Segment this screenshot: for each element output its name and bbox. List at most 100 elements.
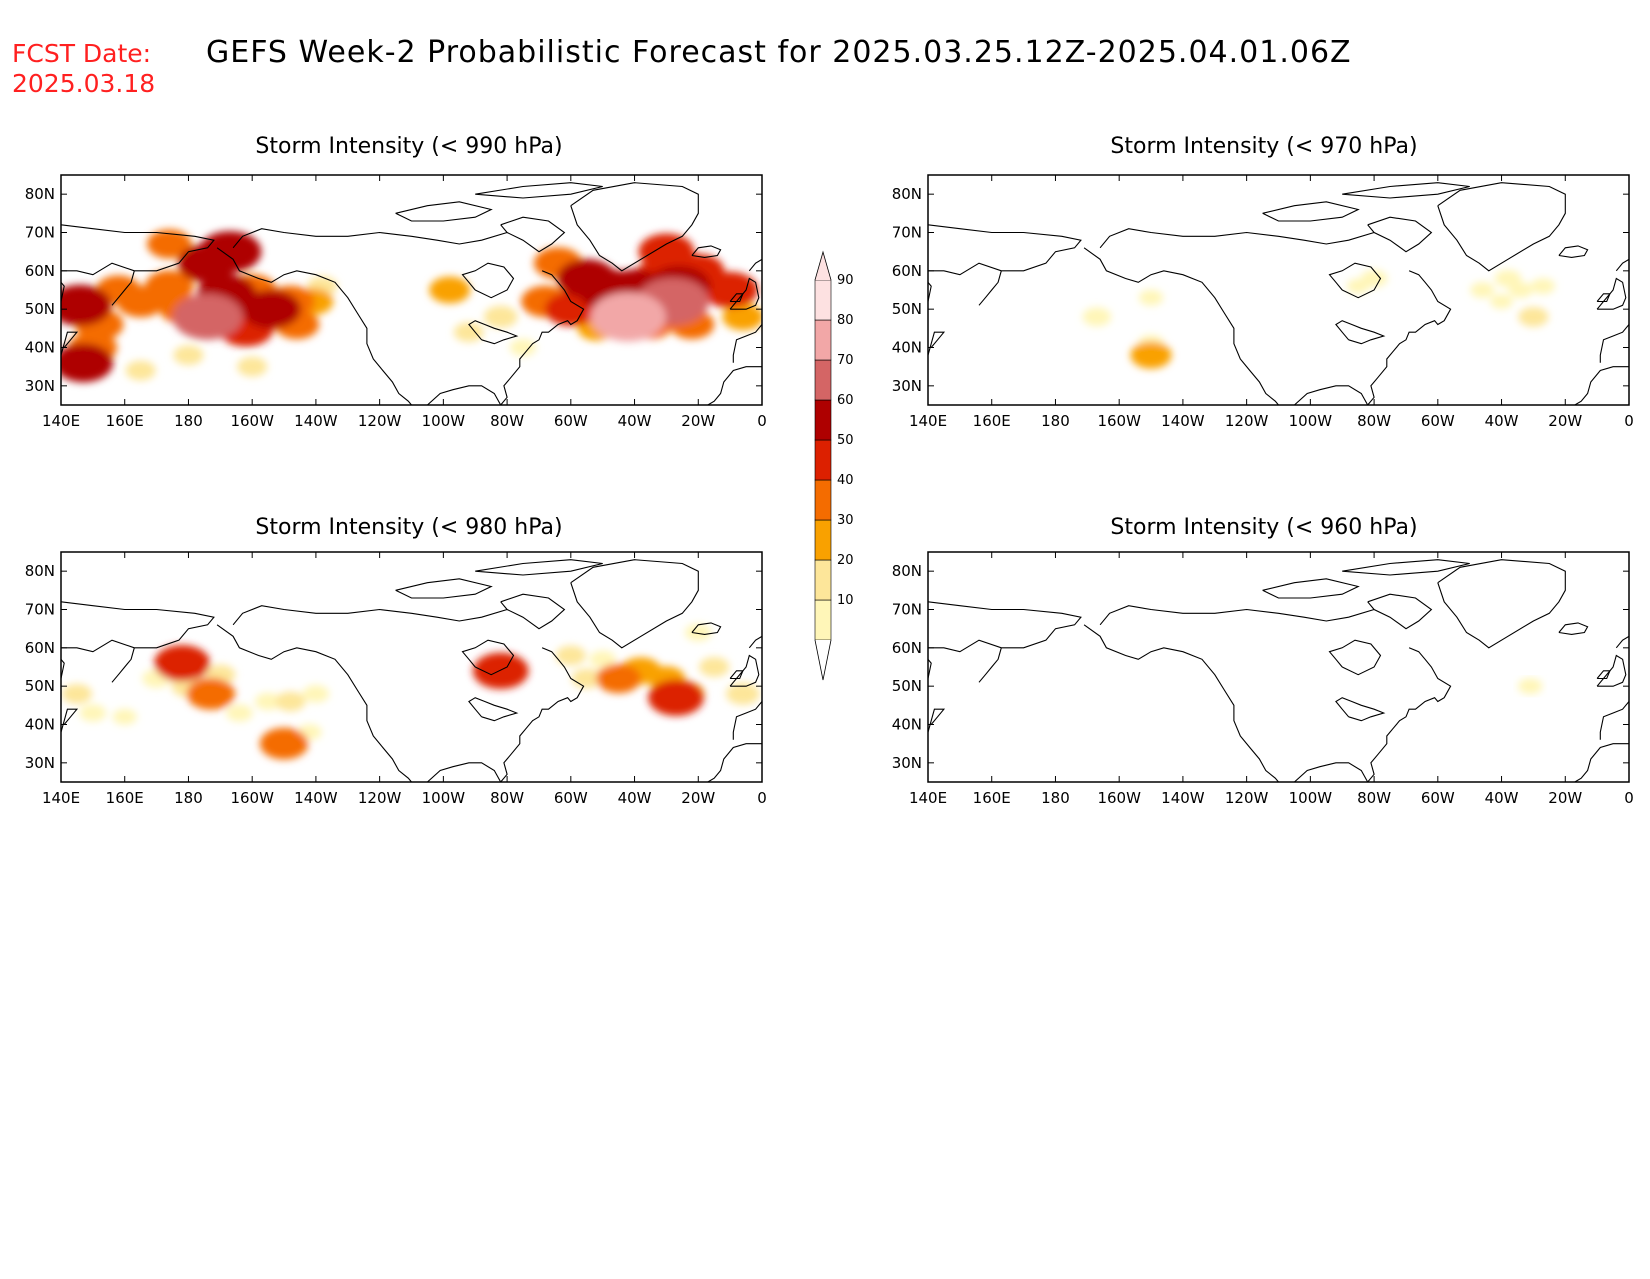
probability-blob: [198, 231, 262, 273]
coastline: [1367, 647, 1452, 782]
lat-tick-label: 60N: [25, 639, 55, 657]
coastline: [1596, 293, 1611, 303]
probability-blob: [472, 652, 529, 690]
coastline: [978, 270, 1002, 306]
lon-tick-label: 80W: [490, 412, 524, 430]
coastline: [570, 182, 699, 272]
map-background: [928, 552, 1629, 782]
lon-tick-label: 20W: [1548, 412, 1582, 430]
lon-tick-label: 180: [174, 789, 203, 807]
probability-blob: [648, 679, 704, 716]
colorbar-label: 90: [837, 273, 854, 288]
coastline: [500, 647, 585, 782]
coastline: [1262, 578, 1360, 599]
coastline: [1294, 762, 1369, 782]
probability-blob: [259, 727, 309, 760]
colorbar-segment: [814, 319, 832, 361]
lon-tick-label: 120W: [358, 789, 402, 807]
probability-field: [61, 623, 760, 760]
lat-tick-label: 50N: [892, 677, 922, 695]
lat-tick-label: 40N: [25, 716, 55, 734]
lon-tick-label: 140E: [42, 412, 80, 430]
lat-tick-label: 80N: [892, 185, 922, 203]
probability-blob: [1082, 307, 1112, 327]
probability-blob: [453, 322, 484, 343]
coastline: [1615, 258, 1629, 272]
coastline: [748, 258, 762, 272]
probability-blob: [125, 360, 156, 381]
lon-tick-label: 160E: [973, 412, 1011, 430]
probability-blob: [275, 691, 306, 712]
lon-tick-label: 20W: [681, 789, 715, 807]
coastline: [1367, 216, 1433, 253]
lat-tick-label: 70N: [25, 224, 55, 242]
coastline: [732, 324, 762, 363]
lon-tick-label: 0: [1624, 412, 1634, 430]
coastline: [928, 601, 1082, 679]
coastline: [748, 635, 762, 649]
probability-blob: [1530, 278, 1556, 295]
colorbar-label: 30: [837, 513, 854, 528]
lon-tick-label: 160E: [106, 412, 144, 430]
lat-tick-label: 30N: [25, 754, 55, 772]
lon-tick-label: 140W: [1161, 412, 1205, 430]
probability-blob: [172, 293, 243, 340]
lon-tick-label: 60W: [554, 789, 588, 807]
colorbar-segment: [814, 359, 832, 401]
probability-blob: [429, 276, 471, 304]
lon-tick-label: 120W: [1225, 412, 1269, 430]
lat-tick-label: 60N: [892, 639, 922, 657]
probability-blob: [241, 289, 301, 329]
colorbar-segment: [814, 599, 832, 641]
lon-tick-label: 160E: [106, 789, 144, 807]
coastline: [928, 708, 946, 733]
map-frame: [60, 551, 763, 783]
coastline: [1615, 635, 1629, 649]
coastline: [1342, 559, 1470, 576]
lon-tick-label: 180: [1041, 412, 1070, 430]
lon-tick-label: 140W: [1161, 789, 1205, 807]
coastline: [475, 559, 603, 576]
lat-tick-label: 30N: [892, 754, 922, 772]
panel-title-990: Storm Intensity (< 990 hPa): [255, 134, 562, 159]
colorbar-label: 80: [837, 313, 854, 328]
coastline: [468, 320, 519, 345]
colorbar-label: 50: [837, 433, 854, 448]
lon-tick-label: 160W: [1097, 789, 1141, 807]
coastline: [427, 762, 502, 782]
coastline: [232, 228, 508, 249]
lon-tick-label: 140E: [909, 789, 947, 807]
probability-blob: [685, 623, 712, 642]
lon-tick-label: 180: [174, 412, 203, 430]
probability-blob: [590, 292, 666, 342]
colorbar-label: 20: [837, 553, 854, 568]
lat-tick-label: 70N: [25, 601, 55, 619]
lon-tick-label: 100W: [1289, 789, 1333, 807]
coastline: [1328, 639, 1382, 676]
coastline: [1367, 270, 1452, 405]
coastline: [1574, 743, 1629, 782]
probability-blob: [226, 704, 253, 722]
coastline: [729, 670, 744, 680]
coastline: [232, 605, 508, 626]
probability-blob: [483, 305, 518, 328]
lon-tick-label: 100W: [422, 412, 466, 430]
colorbar-label: 60: [837, 393, 854, 408]
lon-tick-label: 40W: [618, 789, 652, 807]
probability-blob: [1130, 341, 1172, 369]
coastline: [928, 224, 1082, 302]
lon-tick-label: 120W: [358, 412, 402, 430]
probability-blob: [1508, 282, 1533, 298]
coastline: [1599, 701, 1629, 740]
probability-blob: [1470, 282, 1495, 298]
coastline: [1335, 697, 1386, 722]
probability-blob: [146, 229, 192, 259]
lon-tick-label: 160W: [230, 789, 274, 807]
probability-blob: [725, 682, 760, 705]
coastline: [691, 245, 722, 258]
coastline: [461, 262, 515, 299]
coastline: [1558, 245, 1589, 258]
lat-tick-label: 40N: [892, 716, 922, 734]
lon-tick-label: 160E: [973, 789, 1011, 807]
